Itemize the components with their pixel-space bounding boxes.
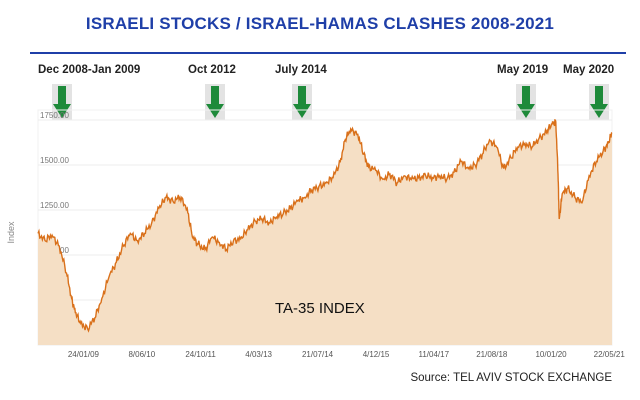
- x-tick-label: 24/10/11: [185, 350, 216, 359]
- y-tick-label: 1500.00: [40, 156, 69, 165]
- x-tick-label: 11/04/17: [418, 350, 449, 359]
- title-underline: [30, 52, 626, 54]
- event-label-may-2019: May 2019: [497, 64, 549, 76]
- x-tick-label: 4/03/13: [245, 350, 272, 359]
- event-label-oct-2012: Oct 2012: [188, 64, 236, 76]
- x-tick-label: 21/08/18: [476, 350, 508, 359]
- event-label-dec-2008-jan-2009: Dec 2008-Jan 2009: [38, 64, 141, 76]
- y-tick-label: 1250.00: [40, 201, 69, 210]
- x-tick-label: 22/05/21: [594, 350, 626, 359]
- event-label-july-2014: July 2014: [275, 64, 327, 76]
- x-tick-label: 21/07/14: [302, 350, 334, 359]
- source-note: Source: TEL AVIV STOCK EXCHANGE: [410, 372, 612, 384]
- series-line: [37, 118, 613, 333]
- series-annotation: TA-35 INDEX: [275, 300, 365, 317]
- x-tick-label: 24/01/09: [68, 350, 100, 359]
- series-area: [38, 120, 612, 345]
- x-tick-label: 4/12/15: [363, 350, 390, 359]
- event-label-may-2020: May 2020: [563, 64, 615, 76]
- y-tick-label: 1750.00: [40, 111, 69, 120]
- y-axis-title: Index: [6, 221, 16, 244]
- x-tick-label: 8/06/10: [128, 350, 155, 359]
- chart-title: ISRAELI STOCKS / ISRAEL-HAMAS CLASHES 20…: [85, 14, 555, 33]
- x-tick-label: 10/01/20: [535, 350, 567, 359]
